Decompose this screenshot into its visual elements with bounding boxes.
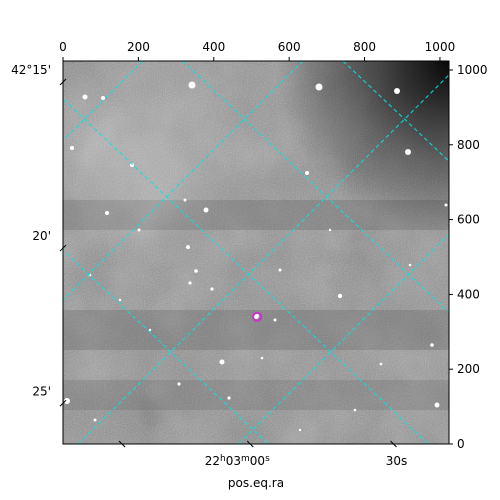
ra-tick-label-1: 30s <box>386 454 408 468</box>
star-29 <box>379 362 383 366</box>
ra-ticks: 22h03m00s 30s <box>118 440 408 468</box>
y-tick-label-1: 200 <box>457 362 480 376</box>
star-33 <box>298 428 302 432</box>
star-8 <box>203 207 209 213</box>
target-marker <box>252 311 263 322</box>
star-1 <box>315 83 323 91</box>
star-0 <box>188 81 196 89</box>
x-tick-label-1: 200 <box>127 40 150 54</box>
star-32 <box>353 408 357 412</box>
dec-tick-label-0: 42°15' <box>11 63 51 77</box>
ra-tick-label-0: 22h03m00s <box>205 454 270 468</box>
sky-image <box>63 61 449 444</box>
dec-ticks: 42°15' 20' 25' <box>11 63 67 407</box>
y-tick-label-3: 600 <box>457 213 480 227</box>
star-12 <box>186 245 190 249</box>
star-25 <box>430 343 434 347</box>
star-34 <box>148 328 152 332</box>
x-tick-label-0: 0 <box>59 40 67 54</box>
x-tick-label-4: 800 <box>353 40 376 54</box>
star-27 <box>444 203 448 207</box>
grid-line-dec-1 <box>63 98 429 444</box>
star-10 <box>183 198 187 202</box>
x-tick-label-5: 1000 <box>425 40 456 54</box>
star-4 <box>394 88 400 94</box>
star-35 <box>328 228 332 232</box>
x-axis-label: pos.eq.ra <box>228 476 284 490</box>
star-7 <box>130 163 134 167</box>
y-tick-label-0: 0 <box>457 437 465 451</box>
star-23 <box>434 402 440 408</box>
star-9 <box>105 211 109 215</box>
plot-frame <box>62 60 450 445</box>
x-tick-label-3: 600 <box>278 40 301 54</box>
star-13 <box>194 269 198 273</box>
star-field <box>64 81 448 432</box>
star-5 <box>405 149 411 155</box>
star-22 <box>227 396 231 400</box>
star-14 <box>210 287 214 291</box>
star-37 <box>408 263 412 267</box>
pixel-y-ticks: 0 200 400 600 800 1000 <box>449 63 488 451</box>
star-15 <box>188 281 192 285</box>
grid-line-ra-3 <box>237 233 449 444</box>
dec-tick-mark-1 <box>59 244 67 252</box>
grid-line-ra-0 <box>63 61 144 142</box>
dec-tick-label-1: 20' <box>32 229 51 243</box>
x-tick-label-2: 400 <box>202 40 225 54</box>
dec-tick-mark-2 <box>59 399 67 407</box>
y-tick-label-5: 1000 <box>457 63 488 77</box>
pixel-x-ticks: 0 200 400 600 800 1000 <box>59 40 455 61</box>
ra-tick-mark-1 <box>390 440 397 448</box>
star-24 <box>64 398 70 404</box>
star-26 <box>273 318 277 322</box>
star-31 <box>118 298 122 302</box>
star-18 <box>305 171 309 175</box>
star-2 <box>82 94 88 100</box>
dec-tick-mark-0 <box>59 78 67 86</box>
star-17 <box>337 293 343 299</box>
star-16 <box>278 268 282 272</box>
dec-tick-label-2: 25' <box>32 384 51 398</box>
grid-line-ra-1 <box>63 61 304 301</box>
grid-line-ra-2 <box>77 74 449 444</box>
star-28 <box>260 356 264 360</box>
ra-minor-tick <box>118 440 126 448</box>
star-11 <box>137 228 141 232</box>
grid-line-dec-2 <box>182 61 449 314</box>
star-21 <box>177 382 181 386</box>
y-tick-label-2: 400 <box>457 287 480 301</box>
ra-tick-mark-0 <box>246 440 254 448</box>
grid-line-dec-3 <box>342 61 449 162</box>
star-20 <box>219 359 225 365</box>
y-tick-label-4: 800 <box>457 138 480 152</box>
star-36 <box>93 418 97 422</box>
star-3 <box>101 96 105 100</box>
star-6 <box>70 146 74 150</box>
grid-line-dec-0 <box>63 249 269 444</box>
coordinate-grid <box>63 61 449 444</box>
